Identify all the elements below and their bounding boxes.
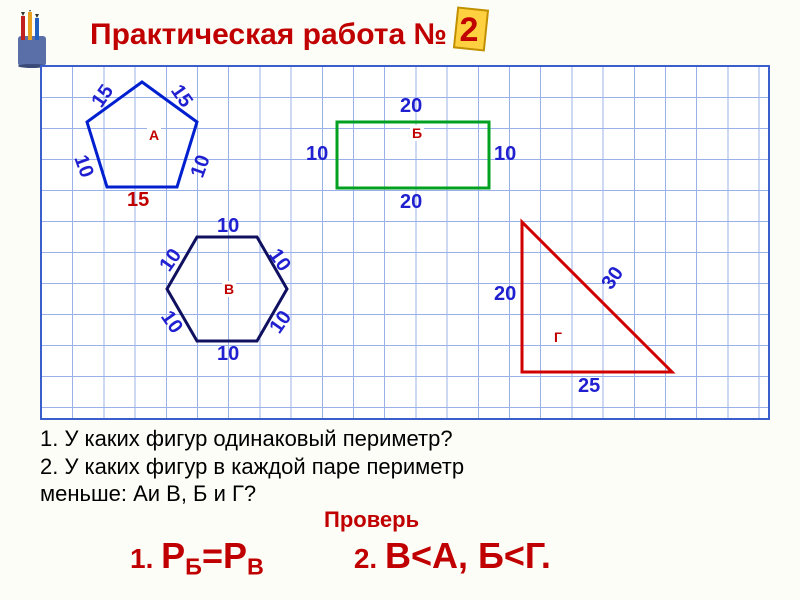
side-tri-left: 20 [494, 283, 516, 306]
side-rect-top: 20 [400, 95, 422, 118]
grid-workspace: А 15 15 10 10 15 Б 20 10 10 20 В 10 10 1… [40, 65, 770, 420]
answer-1-prefix: 1. [130, 543, 161, 574]
label-triangle: Г [552, 329, 564, 345]
title-number-icon: 2 [448, 5, 490, 53]
side-rect-bottom: 20 [400, 191, 422, 214]
page-title: Практическая работа № [90, 18, 447, 52]
question-2a: 2. У каких фигур в каждой паре периметр [40, 453, 464, 481]
check-label: Проверь [324, 507, 419, 533]
answer-1-sub2: В [247, 554, 264, 580]
questions-block: 1. У каких фигур одинаковый периметр? 2.… [40, 425, 464, 508]
question-1: 1. У каких фигур одинаковый периметр? [40, 425, 464, 453]
side-rect-left: 10 [306, 143, 328, 166]
answer-2-text: В<А, Б<Г. [385, 535, 551, 576]
answer-1-sub1: Б [185, 554, 202, 580]
answer-2: 2. В<А, Б<Г. [354, 535, 551, 577]
label-rectangle: Б [410, 125, 424, 141]
label-hexagon: В [222, 281, 236, 297]
answers-row: 1. РБ=РВ 2. В<А, Б<Г. [130, 535, 551, 581]
answer-1: 1. РБ=РВ [130, 535, 264, 581]
answer-2-prefix: 2. [354, 543, 385, 574]
side-rect-right: 10 [494, 143, 516, 166]
side-tri-bottom: 25 [578, 375, 600, 398]
side-hex-bottom: 10 [217, 343, 239, 366]
question-2b: меньше: Аи В, Б и Г? [40, 480, 464, 508]
side-hex-top: 10 [217, 215, 239, 238]
side-pentagon-bottom: 15 [127, 189, 149, 212]
label-pentagon: А [147, 127, 161, 143]
shape-triangle [522, 222, 672, 372]
answer-1-p2: Р [223, 535, 247, 576]
answer-1-eq: = [202, 535, 223, 576]
svg-text:2: 2 [460, 11, 479, 49]
answer-1-p1: Р [161, 535, 185, 576]
pencil-cup-icon [8, 10, 56, 68]
